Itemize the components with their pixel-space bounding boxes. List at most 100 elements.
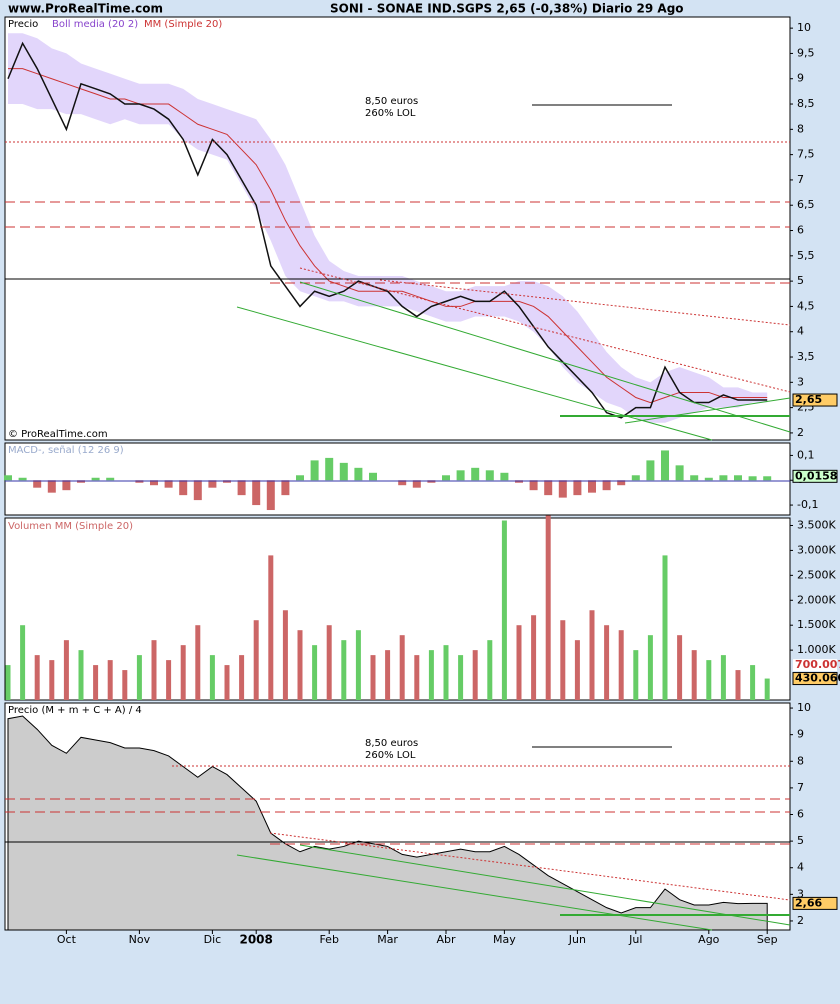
annotation: 260% LOL (365, 750, 416, 761)
volume-bar (706, 660, 712, 700)
annotation: 8,50 euros (365, 738, 418, 749)
volume-bar (618, 630, 624, 700)
volume-bar (428, 650, 434, 700)
price-area (7, 715, 768, 931)
legend-boll: Boll media (20 2) (52, 19, 138, 30)
x-tick-label: May (493, 933, 516, 946)
macd-bar (164, 480, 173, 488)
y-tick-label: 3.500K (797, 518, 836, 531)
legend-price: Precio (8, 19, 38, 30)
volume-bar (472, 650, 478, 700)
macd-bar (325, 457, 334, 481)
macd-bar (252, 480, 261, 506)
y-tick-label: 4 (797, 325, 804, 338)
macd-bar (763, 476, 772, 481)
macd-bar (4, 475, 12, 481)
volume-bar (370, 655, 376, 700)
y-tick-label: 9 (797, 72, 804, 85)
volume-bar (122, 670, 128, 700)
volume-bar (180, 645, 186, 700)
macd-bar (646, 460, 655, 481)
y-tick-label: -0,1 (797, 498, 818, 511)
volume-bar (107, 660, 113, 700)
value-box (792, 672, 838, 686)
volume-bar (136, 655, 142, 700)
y-tick-label: 1.500K (797, 618, 836, 631)
y-tick-label: 3 (797, 375, 804, 388)
volume-bar (5, 665, 11, 700)
macd-bar (456, 470, 465, 481)
volume-bar (574, 640, 580, 700)
macd-bar (310, 460, 319, 481)
trend-line (299, 281, 791, 433)
macd-bar (631, 475, 640, 481)
volume-bar (735, 670, 741, 700)
macd-bar (339, 462, 348, 481)
y-tick-label: 8 (797, 754, 804, 767)
macd-bar (266, 480, 275, 511)
macd-bar (529, 480, 538, 491)
macd-bar (237, 480, 246, 496)
y-tick-label: 5 (797, 274, 804, 287)
macd-bar (412, 480, 421, 488)
macd-bar (617, 480, 626, 486)
y-tick-label: 4 (797, 861, 804, 874)
volume-bar (326, 625, 332, 700)
legend-ma: MM (Simple 20) (144, 19, 222, 30)
macd-bar (106, 477, 115, 481)
value-box (793, 659, 837, 672)
volume-bar (34, 655, 40, 700)
y-tick-label: 2 (797, 914, 804, 927)
x-tick-label: Oct (57, 933, 77, 946)
macd-bar (661, 450, 669, 481)
trend-line (236, 854, 713, 931)
macd-bar (558, 480, 567, 498)
volume-bar (691, 650, 697, 700)
volume-bar (399, 635, 405, 700)
macd-bar (296, 475, 304, 481)
volume-bar (166, 660, 172, 700)
macd-bar (690, 475, 699, 481)
value-label: 0,0158 (795, 469, 837, 482)
macd-title: MACD-, señal (12 26 9) (8, 445, 124, 456)
trend-line (624, 397, 791, 424)
y-tick-label: 6 (797, 224, 804, 237)
volume-bar (662, 555, 668, 700)
x-tick-label: Ago (698, 933, 720, 946)
volume-bar (239, 655, 245, 700)
volume-bar (750, 665, 756, 700)
y-tick-label: 9,5 (797, 46, 815, 59)
y-tick-label: 9 (797, 728, 804, 741)
macd-panel (4, 442, 791, 516)
volume-bar (458, 655, 464, 700)
copyright: © ProRealTime.com (8, 429, 108, 440)
bollinger-band (8, 33, 768, 423)
y-tick-label: 2.500K (797, 568, 836, 581)
price-line (7, 41, 768, 419)
volume-bar (341, 640, 347, 700)
macd-bar (91, 477, 100, 481)
volume-bar (589, 610, 595, 700)
annotation: 260% LOL (365, 108, 416, 119)
trend-line (236, 306, 713, 441)
macd-bar (208, 480, 217, 488)
macd-bar (748, 476, 757, 481)
macd-bar (719, 475, 728, 481)
volume-bar (633, 650, 639, 700)
volume-bar (312, 645, 318, 700)
volume-bar (516, 625, 522, 700)
macd-bar (398, 480, 407, 486)
value-label: 2,65 (795, 393, 822, 406)
value-box (792, 896, 838, 910)
volume-bar (209, 655, 215, 700)
macd-bar (734, 475, 742, 481)
macd-bar (354, 467, 363, 481)
macd-bar (33, 480, 42, 488)
y-tick-label: 3,5 (797, 350, 815, 363)
volume-bar (282, 610, 288, 700)
y-tick-label: 4,5 (797, 299, 815, 312)
y-tick-label: 2 (797, 426, 804, 439)
macd-bar (47, 480, 56, 493)
volume-bar (355, 630, 361, 700)
